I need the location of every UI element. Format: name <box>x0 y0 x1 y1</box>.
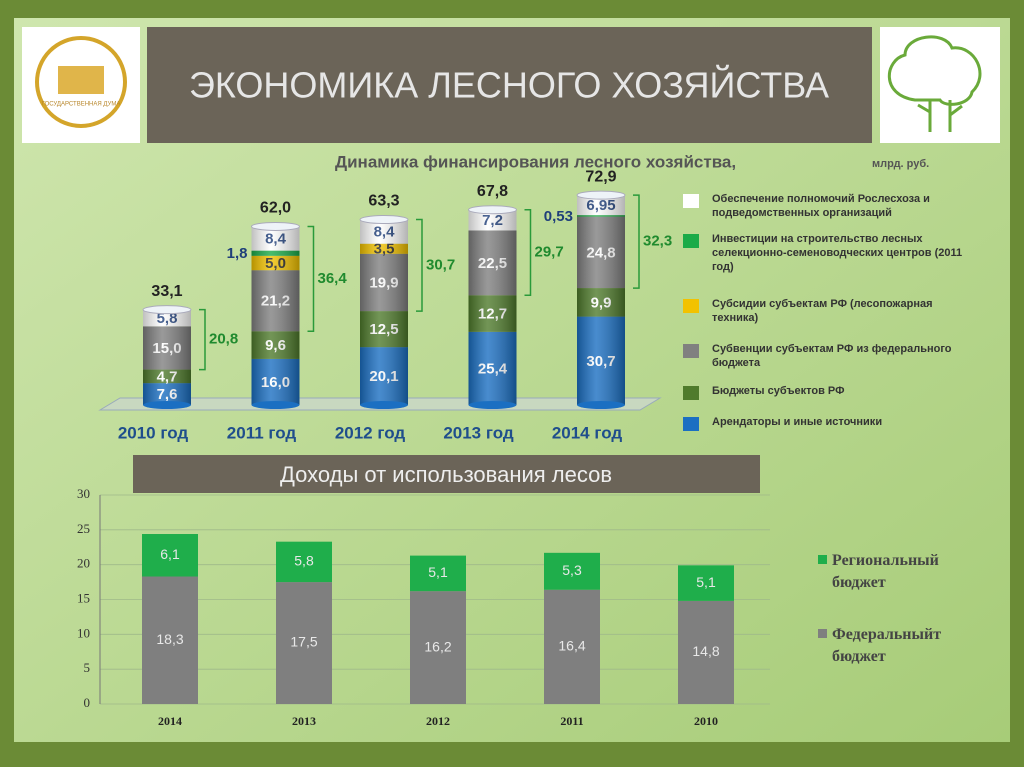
y-tick-label: 30 <box>77 486 90 501</box>
x-tick-label: 2013 год <box>443 423 514 442</box>
bar-segment <box>678 600 734 704</box>
bar-segment <box>142 534 198 577</box>
bracket <box>307 225 315 333</box>
logo-text: ГОСУДАРСТВЕННАЯ ДУМА <box>42 102 121 108</box>
legend-swatch <box>683 234 699 248</box>
bracket <box>524 208 532 297</box>
cylinder-bottom <box>143 401 191 409</box>
value-label: 16,2 <box>424 638 451 654</box>
bracket-label: 32,3 <box>643 233 672 250</box>
cylinder-bottom <box>360 401 408 409</box>
cylinder-shade <box>577 195 625 405</box>
bracket-label: 20,8 <box>209 331 238 348</box>
legend-label: Субвенции субъектам РФ из федерального б… <box>712 343 952 369</box>
legend-swatch <box>818 555 827 564</box>
cylinder-shade <box>251 226 300 405</box>
y-tick-label: 0 <box>84 695 91 710</box>
value-label: 17,5 <box>290 634 317 650</box>
y-tick-label: 25 <box>77 521 90 536</box>
x-tick-label: 2011 <box>560 714 583 728</box>
cylinder-top <box>142 305 192 315</box>
logo-building <box>58 66 104 94</box>
value-label: 5,1 <box>428 564 448 580</box>
total-label: 62,0 <box>260 200 291 217</box>
cylinder-top <box>359 215 409 225</box>
cylinder-top <box>468 205 517 215</box>
bar-segment <box>410 555 466 592</box>
legend-swatch <box>683 386 699 400</box>
bar-segment <box>678 565 734 601</box>
value-label: 5,3 <box>562 562 582 578</box>
legend-swatch <box>683 417 699 431</box>
legend-label: Бюджеты субъектов РФ <box>712 385 845 397</box>
x-tick-label: 2014 год <box>552 423 623 442</box>
legend-label: Региональный бюджет <box>832 552 939 591</box>
total-label: 67,8 <box>477 183 508 200</box>
legend-label: Инвестиции на строительство лесных селек… <box>712 233 963 273</box>
slide-title: ЭКОНОМИКА ЛЕСНОГО ХОЗЯЙСТВА <box>189 64 829 106</box>
bar-segment <box>276 582 332 704</box>
cylinder-top <box>576 190 626 200</box>
value-label: 5,1 <box>696 574 716 590</box>
chart-title: Динамика финансирования лесного хозяйств… <box>335 152 736 171</box>
y-tick-label: 5 <box>84 660 91 675</box>
legend-swatch <box>683 299 699 313</box>
legend-swatch <box>818 629 827 638</box>
x-tick-label: 2010 год <box>118 423 189 442</box>
x-tick-label: 2012 год <box>335 423 406 442</box>
value-label: 5,8 <box>294 553 314 569</box>
title-box <box>147 27 872 143</box>
bracket <box>416 218 423 312</box>
cylinder-shade <box>468 209 517 405</box>
bar-segment <box>142 576 198 704</box>
value-label: 1,8 <box>227 245 248 262</box>
bar-segment <box>544 589 600 704</box>
y-tick-label: 15 <box>77 590 90 605</box>
logo-ring <box>35 36 127 128</box>
x-tick-label: 2012 <box>426 714 450 728</box>
x-tick-label: 2010 <box>694 714 718 728</box>
bracket <box>633 194 640 289</box>
value-label: 16,4 <box>558 638 585 654</box>
cylinder-bottom <box>577 401 625 409</box>
legend-label: Арендаторы и иные источники <box>712 416 883 428</box>
bracket-label: 29,7 <box>535 243 564 260</box>
cylinder-bottom <box>468 401 517 409</box>
cylinder-shade <box>360 219 408 405</box>
x-tick-label: 2014 <box>158 714 182 728</box>
legend-swatch <box>683 344 699 358</box>
cylinder-bottom <box>251 401 300 409</box>
value-label: 18,3 <box>156 631 183 647</box>
chart-title: Доходы от использования лесов <box>280 462 612 487</box>
value-label: 0,53 <box>544 208 573 225</box>
y-tick-label: 10 <box>77 625 90 640</box>
value-label: 14,8 <box>692 643 719 659</box>
legend-label: Субсидии субъектам РФ (лесопожарная техн… <box>712 298 933 324</box>
bracket <box>199 308 206 371</box>
total-label: 33,1 <box>151 283 182 300</box>
x-tick-label: 2011 год <box>227 423 297 442</box>
cylinder-shade <box>143 309 191 405</box>
legend-swatch <box>683 194 699 208</box>
total-label: 63,3 <box>368 193 399 210</box>
bar-segment <box>276 541 332 583</box>
bar-segment <box>544 552 600 590</box>
legend-label: Обеспечение полномочий Рослесхоза и подв… <box>712 193 930 219</box>
icon-box <box>880 27 1000 143</box>
bracket-label: 36,4 <box>318 270 348 287</box>
bracket-label: 30,7 <box>426 256 455 273</box>
legend-label: Федеральныйт бюджет <box>832 626 942 665</box>
x-tick-label: 2013 <box>292 714 316 728</box>
chart2-title-box <box>133 455 760 493</box>
bar-segment <box>410 591 466 704</box>
value-label: 6,1 <box>160 546 180 562</box>
y-tick-label: 20 <box>77 556 90 571</box>
chart-unit: млрд. руб. <box>872 158 929 170</box>
total-label: 72,9 <box>585 168 616 185</box>
tree-icon <box>887 35 982 132</box>
cylinder-top <box>251 221 300 231</box>
